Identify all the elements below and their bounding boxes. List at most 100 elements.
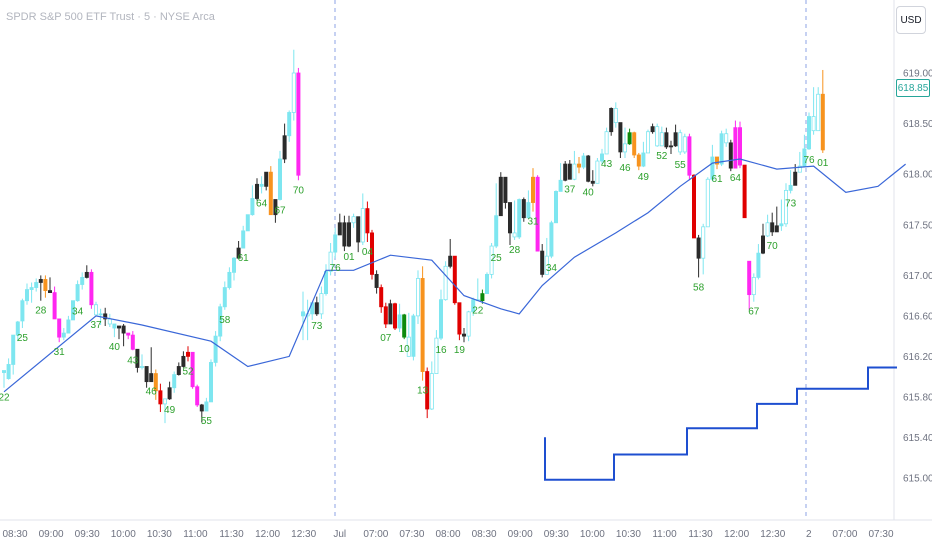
candle-body bbox=[20, 300, 25, 322]
x-tick-label: 09:30 bbox=[544, 529, 569, 540]
candle-body bbox=[337, 222, 342, 236]
x-tick-label: 10:00 bbox=[111, 529, 136, 540]
candle-body bbox=[618, 122, 623, 153]
candle-body bbox=[669, 145, 674, 148]
candle-body bbox=[554, 191, 559, 224]
candle-body bbox=[793, 171, 798, 186]
y-tick-label: 615.40 bbox=[903, 433, 932, 444]
x-tick-label: 09:00 bbox=[508, 529, 533, 540]
candle-body bbox=[71, 300, 76, 321]
x-tick-label: 12:30 bbox=[760, 529, 785, 540]
candle-body bbox=[724, 133, 729, 144]
x-tick-label: 07:00 bbox=[832, 529, 857, 540]
bar-count-label: 40 bbox=[583, 187, 595, 198]
candle-body bbox=[176, 366, 181, 375]
candle-body bbox=[816, 93, 821, 132]
candle-body bbox=[11, 334, 16, 365]
bar-count-label: 67 bbox=[274, 206, 286, 217]
candle-body bbox=[774, 225, 779, 233]
candle-body bbox=[397, 314, 402, 329]
candle-body bbox=[613, 108, 618, 123]
x-tick-label: 12:30 bbox=[291, 529, 316, 540]
candle-body bbox=[333, 234, 338, 253]
candle-body bbox=[314, 302, 319, 315]
candle-body bbox=[770, 222, 775, 233]
candle-body bbox=[797, 165, 802, 173]
candle-body bbox=[719, 133, 724, 165]
bar-count-label: 28 bbox=[509, 245, 521, 256]
candle-body bbox=[526, 202, 531, 219]
candle-body bbox=[185, 351, 190, 357]
candle-body bbox=[728, 142, 733, 169]
bar-count-label: 73 bbox=[785, 198, 797, 209]
bar-count-label: 61 bbox=[238, 253, 250, 264]
candle-body bbox=[457, 302, 462, 335]
x-tick-label: 09:30 bbox=[75, 529, 100, 540]
candle-body bbox=[135, 348, 140, 368]
bar-count-label: 52 bbox=[656, 151, 668, 162]
bar-count-label: 40 bbox=[109, 342, 121, 353]
candle-body bbox=[130, 334, 135, 350]
bar-count-label: 19 bbox=[454, 345, 466, 356]
candle-body bbox=[383, 306, 388, 325]
candle-body bbox=[61, 332, 66, 338]
candle-body bbox=[144, 366, 149, 383]
candle-body bbox=[595, 160, 600, 184]
candle-body bbox=[710, 156, 715, 180]
candle-body bbox=[512, 232, 517, 238]
bar-count-label: 67 bbox=[748, 307, 760, 318]
candle-body bbox=[80, 277, 85, 285]
bar-count-label: 46 bbox=[146, 387, 158, 398]
bar-count-label: 07 bbox=[380, 333, 392, 344]
candle-body bbox=[641, 152, 646, 167]
candle-body bbox=[218, 306, 223, 337]
candle-body bbox=[117, 325, 122, 329]
candle-body bbox=[195, 386, 200, 406]
candle-body bbox=[2, 370, 7, 373]
candle-body bbox=[379, 287, 384, 308]
y-tick-label: 618.50 bbox=[903, 119, 932, 130]
bar-count-label: 10 bbox=[399, 344, 411, 355]
bar-count-label: 01 bbox=[817, 158, 829, 169]
x-tick-label: Jul bbox=[333, 529, 346, 540]
bar-count-label: 70 bbox=[293, 185, 305, 196]
bar-count-label: 49 bbox=[164, 405, 176, 416]
candle-body bbox=[57, 318, 62, 338]
bar-count-label: 16 bbox=[435, 345, 447, 356]
candle-body bbox=[43, 279, 48, 291]
x-tick-label: 10:30 bbox=[616, 529, 641, 540]
candle-body bbox=[438, 299, 443, 339]
x-tick-label: 09:00 bbox=[39, 529, 64, 540]
x-tick-label: 08:30 bbox=[2, 529, 27, 540]
candle-body bbox=[609, 108, 614, 133]
candle-body bbox=[94, 304, 99, 316]
candle-body bbox=[84, 271, 89, 278]
candle-body bbox=[664, 132, 669, 148]
candle-body bbox=[208, 362, 213, 403]
candle-body bbox=[802, 148, 807, 167]
candle-body bbox=[811, 116, 816, 132]
candle-body bbox=[623, 143, 628, 153]
x-tick-label: 12:00 bbox=[724, 529, 749, 540]
bar-count-label: 76 bbox=[803, 155, 815, 166]
y-tick-label: 617.50 bbox=[903, 220, 932, 231]
candle-body bbox=[75, 284, 80, 302]
candle-body bbox=[733, 127, 738, 169]
candle-body bbox=[38, 279, 43, 283]
candle-body bbox=[121, 325, 126, 334]
candle-body bbox=[342, 222, 347, 247]
candle-body bbox=[259, 183, 264, 187]
candle-body bbox=[402, 314, 407, 338]
currency-button[interactable]: USD bbox=[896, 6, 926, 34]
candle-body bbox=[586, 155, 591, 182]
candle-body bbox=[34, 282, 39, 288]
candle-body bbox=[521, 199, 526, 219]
bar-count-label: 73 bbox=[311, 321, 323, 332]
bar-count-label: 37 bbox=[90, 320, 102, 331]
candle-body bbox=[466, 311, 471, 337]
candle-body bbox=[673, 132, 678, 147]
candle-body bbox=[245, 214, 250, 232]
candle-body bbox=[346, 222, 351, 247]
